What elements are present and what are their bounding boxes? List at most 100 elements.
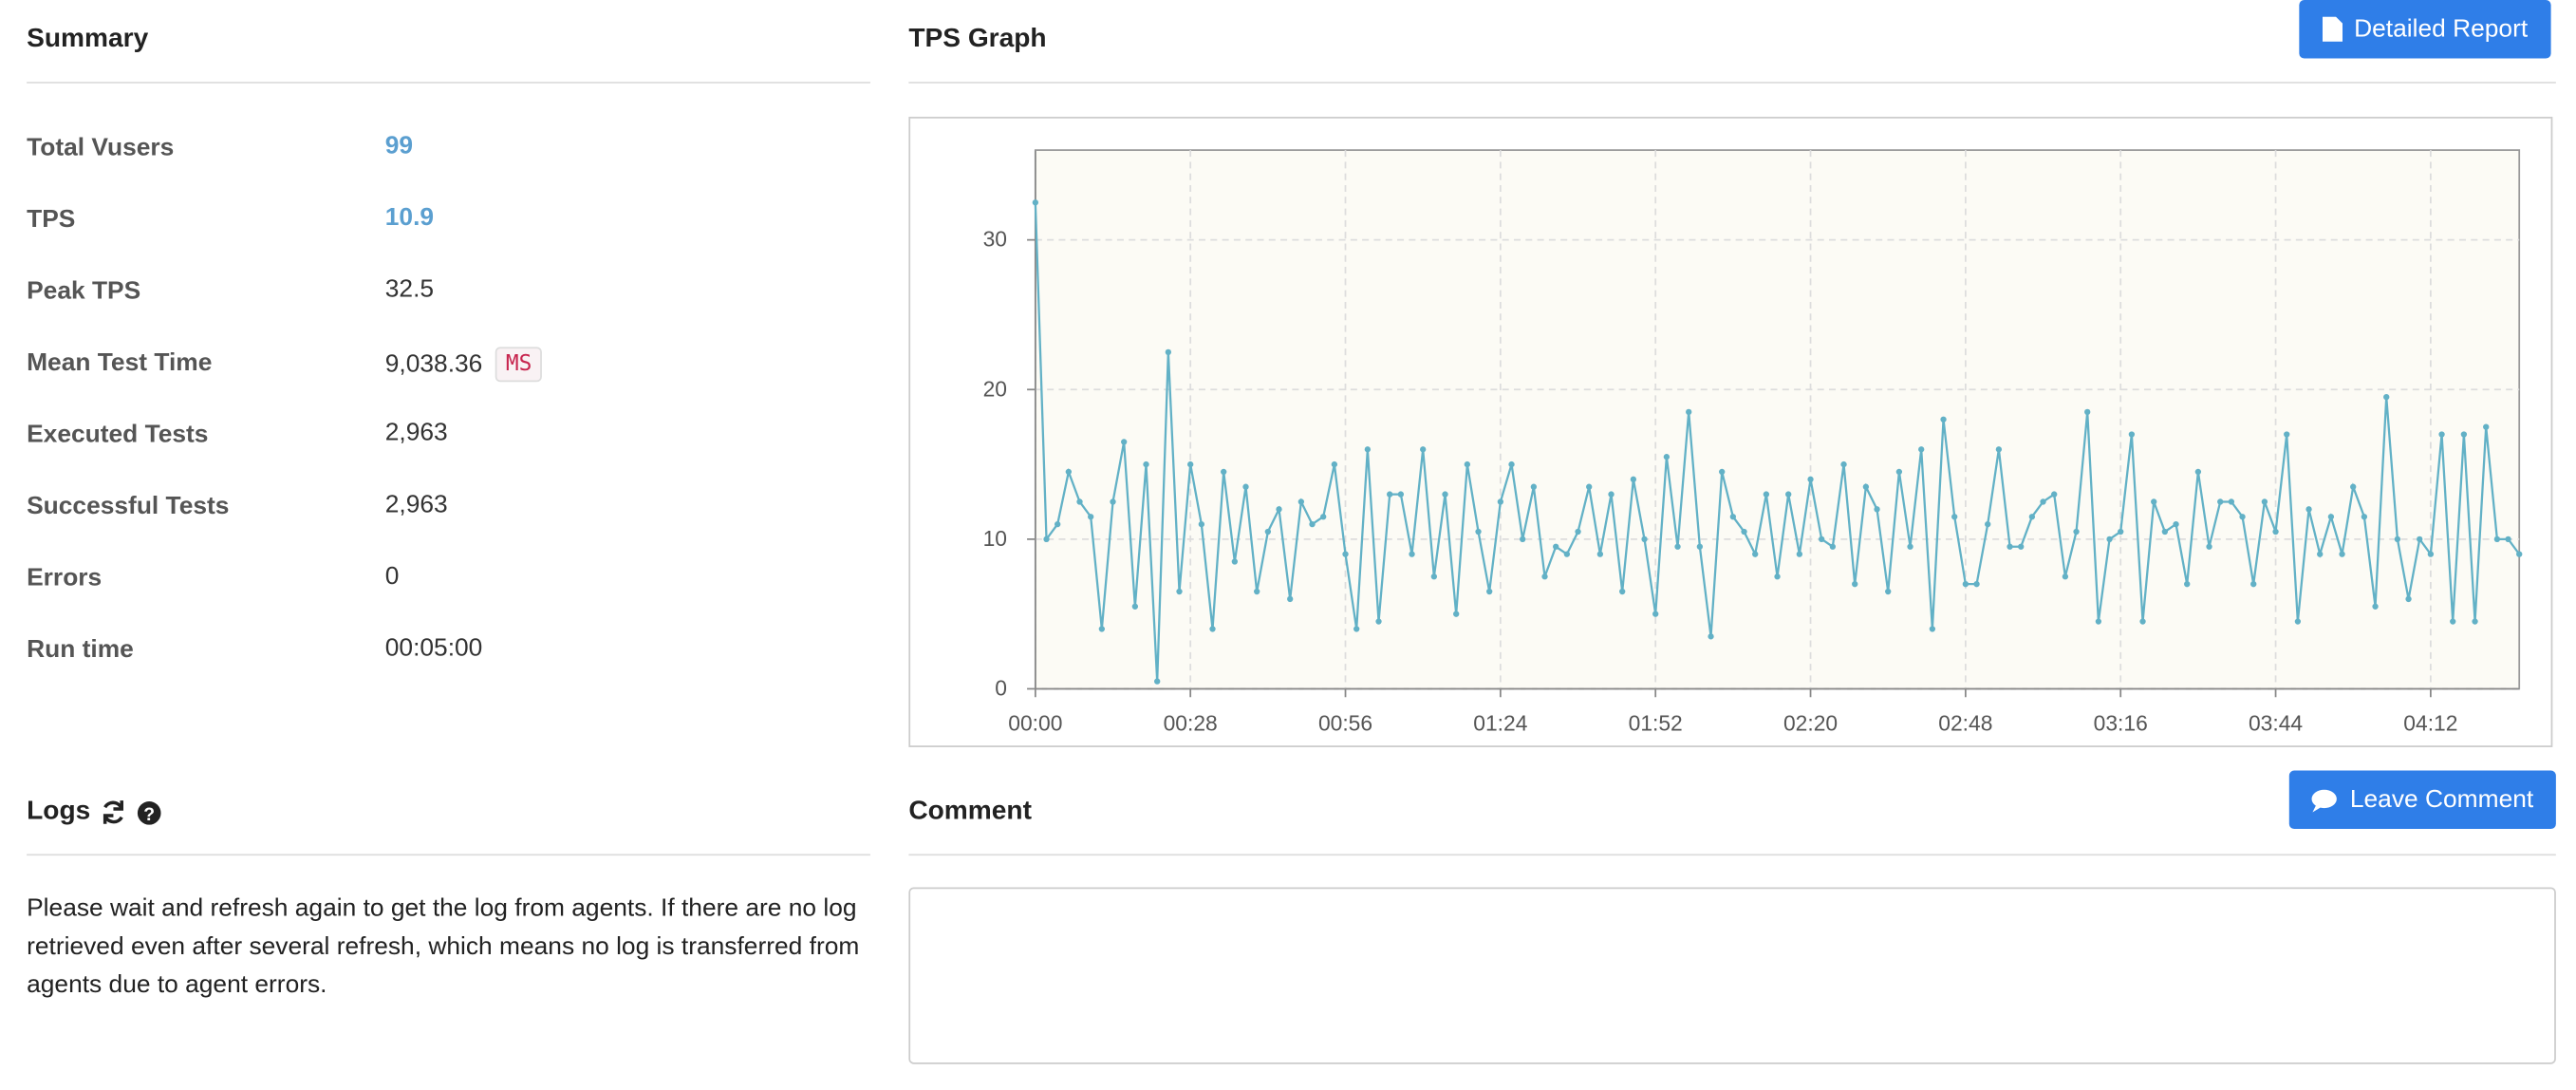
comment-title: Comment: [908, 797, 1032, 826]
tps-point: [1719, 468, 1726, 476]
tps-point: [2106, 536, 2113, 543]
tps-point: [2427, 551, 2435, 557]
help-icon[interactable]: ?: [137, 799, 161, 824]
tps-point: [2305, 506, 2312, 513]
tps-point: [1852, 580, 1858, 588]
tps-point: [2383, 393, 2390, 401]
tps-point: [2250, 580, 2257, 588]
row-label: Peak TPS: [27, 276, 141, 306]
button-label: Detailed Report: [2354, 14, 2529, 44]
value-text: 99: [384, 131, 414, 160]
tps-point: [1874, 506, 1880, 513]
file-icon: [2322, 16, 2343, 42]
row-label: Total Vusers: [27, 133, 175, 162]
tps-point: [2128, 431, 2136, 438]
tps-point: [1453, 611, 1460, 617]
tps-point: [1254, 588, 1260, 595]
tps-point: [1209, 626, 1216, 632]
value-text: 2,963: [384, 418, 448, 447]
tps-point: [2206, 543, 2212, 550]
x-tick-label: 01:24: [1473, 710, 1527, 735]
y-tick-label: 10: [983, 526, 1007, 551]
row-value: 2,963: [385, 419, 448, 447]
y-tick-label: 20: [983, 376, 1007, 401]
x-tick-label: 03:44: [2249, 710, 2303, 735]
tps-point: [1895, 468, 1903, 476]
tps-point: [2095, 618, 2102, 625]
tps-point: [1985, 520, 1991, 528]
tps-point: [1940, 416, 1947, 423]
chart-frame: 0 10 20 30 00:00 00:28 00:56 01:24 01:52 02:20 02:…: [908, 116, 2553, 747]
tps-point: [1231, 558, 1239, 565]
divider: [27, 82, 870, 84]
tps-point: [1353, 626, 1360, 632]
tps-point: [1287, 595, 1294, 603]
tps-point: [1387, 491, 1393, 498]
tps-point: [1076, 498, 1083, 505]
tps-point: [1165, 348, 1172, 356]
logs-message: Please wait and refresh again to get the…: [27, 893, 860, 1000]
tps-point: [1541, 573, 1548, 580]
tps-point: [1508, 460, 1515, 468]
tps-point: [1752, 551, 1759, 557]
tps-point: [1563, 551, 1571, 557]
leave-comment-button[interactable]: Leave Comment: [2288, 770, 2556, 830]
y-tick-label: 30: [983, 227, 1007, 252]
row-value: 10.9: [385, 203, 434, 232]
tps-point: [2294, 618, 2302, 625]
tps-point: [2051, 491, 2058, 498]
svg-text:?: ?: [144, 804, 156, 824]
tps-point: [2327, 514, 2335, 520]
refresh-icon[interactable]: [101, 799, 127, 825]
tps-point: [2073, 528, 2080, 536]
button-label: Leave Comment: [2349, 785, 2534, 815]
tps-point: [1630, 476, 1637, 482]
tps-point: [1055, 520, 1061, 528]
tps-point: [1774, 573, 1781, 580]
tps-point: [1121, 439, 1128, 445]
tps-point: [1276, 506, 1282, 513]
tps-point: [2028, 514, 2036, 520]
comment-textarea[interactable]: [908, 887, 2556, 1064]
row-value: 0: [385, 562, 400, 591]
tps-point: [2284, 431, 2290, 438]
tps-point: [1674, 543, 1681, 550]
x-tick-label: 00:00: [1008, 710, 1062, 735]
row-value: 9,038.36 MS: [385, 347, 542, 383]
row-label: Successful Tests: [27, 492, 230, 521]
tps-graph-title: TPS Graph: [908, 25, 1047, 54]
logs-header: Logs ?: [27, 798, 162, 828]
tps-point: [1907, 543, 1913, 550]
tps-point: [2405, 595, 2412, 603]
tps-point: [1819, 536, 1825, 543]
tps-point: [1995, 446, 2003, 453]
tps-point: [2173, 520, 2179, 528]
tps-point: [1586, 483, 1593, 490]
tps-point: [2450, 618, 2456, 625]
tps-point: [1297, 498, 1305, 505]
divider: [908, 854, 2556, 856]
tps-point: [1596, 551, 1604, 557]
tps-point: [2151, 498, 2157, 505]
row-value: 32.5: [385, 275, 434, 304]
value-text: 32.5: [384, 274, 435, 304]
summary-title: Summary: [27, 25, 149, 54]
value-text: 2,963: [384, 490, 448, 519]
x-tick-label: 04:12: [2403, 710, 2457, 735]
tps-point: [1785, 491, 1792, 498]
tps-point: [2483, 423, 2490, 430]
tps-point: [2228, 498, 2235, 505]
tps-point: [1885, 588, 1892, 595]
tps-point: [2372, 603, 2379, 610]
tps-point: [1430, 573, 1438, 580]
tps-point: [1929, 626, 1936, 632]
tps-point: [2505, 536, 2511, 543]
tps-point: [2317, 551, 2324, 557]
tps-point: [2460, 431, 2468, 438]
detailed-report-button[interactable]: Detailed Report: [2299, 0, 2551, 59]
row-label: TPS: [27, 205, 76, 234]
logs-title: Logs: [27, 797, 91, 826]
tps-point: [2161, 528, 2169, 536]
